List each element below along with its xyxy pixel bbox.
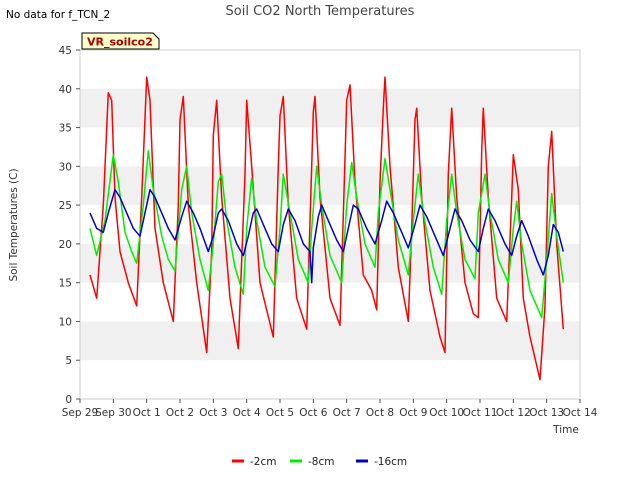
x-tick-label: Sep 29 <box>62 407 99 419</box>
x-tick-label: Oct 3 <box>199 407 227 419</box>
y-tick-label: 35 <box>59 123 72 135</box>
x-tick-label: Oct 2 <box>166 407 194 419</box>
y-tick-label: 5 <box>65 355 72 367</box>
x-tick-label: Sep 30 <box>95 407 132 419</box>
y-tick-label: 25 <box>59 200 72 212</box>
x-tick-label: Oct 1 <box>133 407 161 419</box>
x-tick-label: Oct 13 <box>529 407 564 419</box>
series-line-16cm <box>89 188 565 284</box>
x-tick-label: Oct 4 <box>233 407 261 419</box>
no-data-note: No data for f_TCN_2 <box>6 9 110 21</box>
x-tick-label: Oct 11 <box>463 407 498 419</box>
grid-band <box>80 88 580 128</box>
badge-box <box>81 32 160 50</box>
legend-label: -16cm <box>374 456 407 468</box>
grid-band <box>80 166 580 206</box>
series-line-8cm <box>89 150 565 319</box>
x-tick-label: Oct 14 <box>563 407 598 419</box>
y-tick-label: 45 <box>59 45 72 57</box>
y-tick-label: 15 <box>59 278 72 290</box>
source-badge: VR_soilco2 <box>81 32 160 50</box>
x-tick-label: Oct 5 <box>266 407 294 419</box>
x-tick-label: Oct 9 <box>399 407 427 419</box>
y-tick-label: 20 <box>59 239 72 251</box>
x-tick-label: Oct 10 <box>429 407 464 419</box>
series-lines <box>89 76 565 381</box>
y-tick-label: 30 <box>59 161 72 173</box>
y-axis-label: Soil Temperatures (C) <box>8 168 20 281</box>
badge-label: VR_soilco2 <box>87 36 153 49</box>
series-line-2cm <box>89 76 565 381</box>
grid-band <box>80 321 580 361</box>
x-tick-label: Oct 7 <box>333 407 361 419</box>
legend: -2cm -8cm -16cm <box>232 456 407 468</box>
y-tick-label: 40 <box>59 84 72 96</box>
legend-label: -8cm <box>308 456 334 468</box>
chart-title: Soil CO2 North Temperatures <box>226 4 415 19</box>
plot-frame <box>79 49 581 400</box>
x-tick-label: Oct 8 <box>366 407 394 419</box>
x-tick-label: Oct 12 <box>496 407 531 419</box>
y-tick-label: 0 <box>65 394 72 406</box>
x-tick-label: Oct 6 <box>299 407 327 419</box>
x-axis-label: Time <box>552 424 579 436</box>
legend-label: -2cm <box>250 456 276 468</box>
y-tick-label: 10 <box>59 316 72 328</box>
